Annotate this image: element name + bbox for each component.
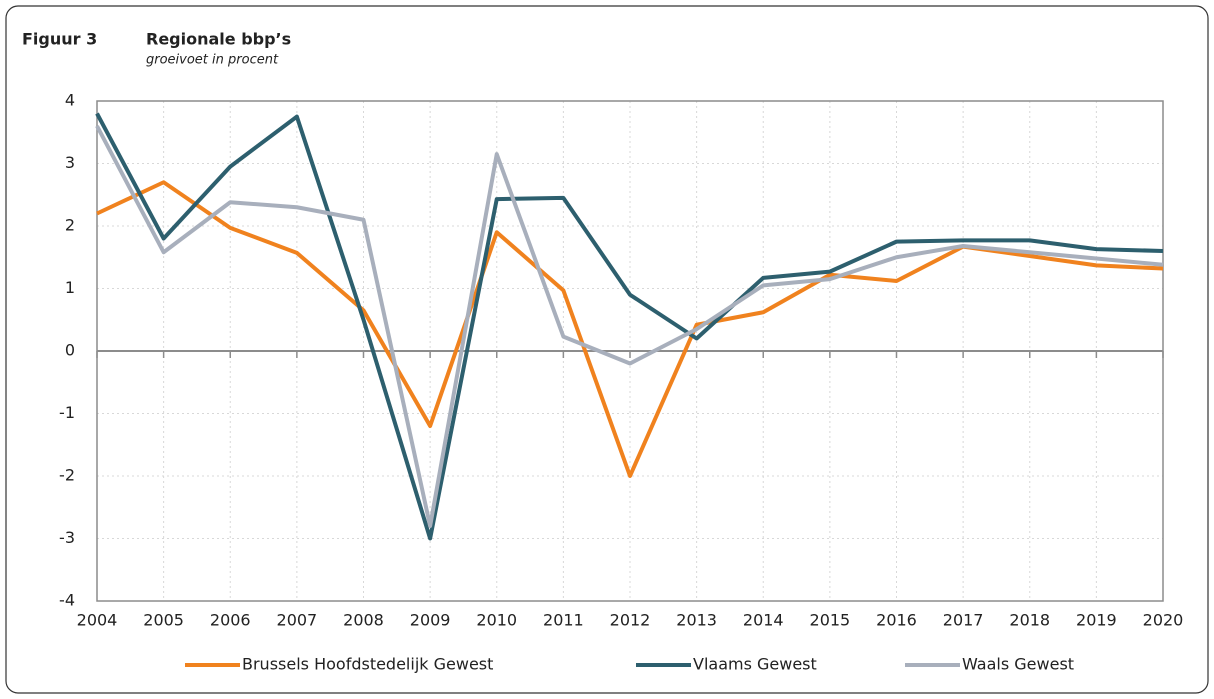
x-tick-label: 2010 <box>476 611 517 630</box>
chart-subtitle: groeivoet in procent <box>146 53 279 68</box>
x-tick-label: 2011 <box>543 611 584 630</box>
x-tick-label: 2014 <box>743 611 784 630</box>
x-tick-label: 2012 <box>610 611 651 630</box>
x-tick-label: 2016 <box>876 611 917 630</box>
frame <box>5 5 1209 694</box>
y-tick-label: 0 <box>65 341 75 360</box>
x-tick-label: 2005 <box>143 611 184 630</box>
x-tick-label: 2020 <box>1143 611 1184 630</box>
y-tick-label: 3 <box>65 153 75 172</box>
y-tick-label: 4 <box>65 91 75 110</box>
x-tick-label: 2007 <box>277 611 318 630</box>
y-tick-label: -4 <box>59 591 75 610</box>
legend-label: Brussels Hoofdstedelijk Gewest <box>242 655 493 674</box>
x-tick-label: 2019 <box>1076 611 1117 630</box>
x-tick-label: 2018 <box>1009 611 1050 630</box>
y-tick-label: -3 <box>59 528 75 547</box>
legend-label: Waals Gewest <box>962 655 1074 674</box>
x-tick-label: 2004 <box>77 611 118 630</box>
x-tick-label: 2017 <box>943 611 984 630</box>
x-tick-label: 2006 <box>210 611 251 630</box>
y-tick-label: 1 <box>65 278 75 297</box>
figure-label: Figuur 3 <box>22 30 97 49</box>
series-line <box>95 112 1164 541</box>
y-tick-label: 2 <box>65 216 75 235</box>
x-tick-label: 2015 <box>810 611 851 630</box>
y-tick-label: -1 <box>59 403 75 422</box>
x-tick-label: 2013 <box>676 611 717 630</box>
x-tick-label: 2008 <box>343 611 384 630</box>
series-line <box>95 125 1164 528</box>
x-tick-label: 2009 <box>410 611 451 630</box>
chart-title: Regionale bbp’s <box>146 30 291 49</box>
legend-label: Vlaams Gewest <box>693 655 817 674</box>
y-tick-label: -2 <box>59 466 75 485</box>
